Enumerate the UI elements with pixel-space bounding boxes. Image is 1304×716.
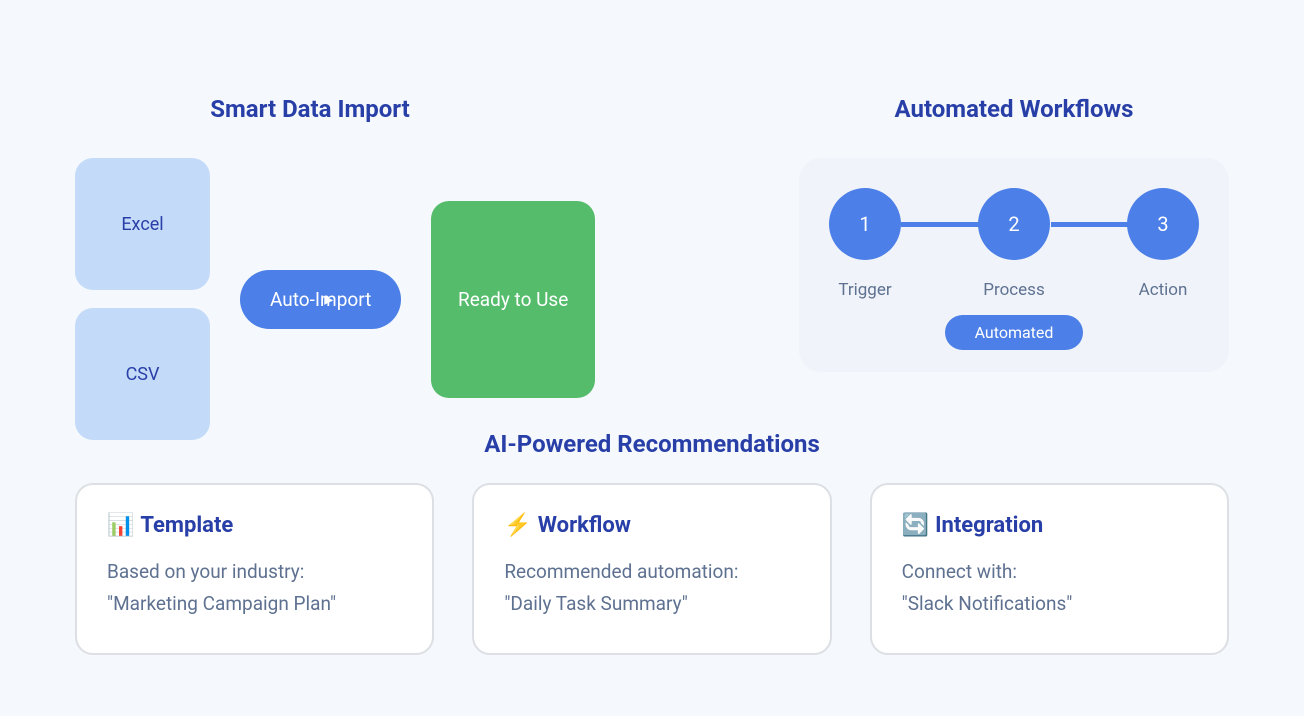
card-title: 🔄 Integration [902,513,1197,538]
card-line1: Connect with: [902,556,1197,588]
card-line2: "Marketing Campaign Plan" [107,588,402,620]
label-process: Process [978,280,1050,300]
automated-workflows-section: Automated Workflows 1 2 3 Trigger Proces… [799,95,1229,440]
step-circle-1: 1 [829,188,901,260]
workflows-title: Automated Workflows [799,95,1229,123]
card-text: Recommended automation: "Daily Task Summ… [504,556,799,621]
chart-icon: 📊 [107,513,134,538]
import-content: Excel CSV Auto-Import ▸ Ready to Use [75,158,595,440]
file-box-csv: CSV [75,308,210,440]
file-box-excel: Excel [75,158,210,290]
automated-badge: Automated [945,315,1084,350]
card-text: Connect with: "Slack Notifications" [902,556,1197,621]
label-action: Action [1127,280,1199,300]
steps-row: 1 2 3 [829,188,1199,260]
workflow-labels-row: Trigger Process Action [829,280,1199,300]
main-container: Smart Data Import Excel CSV Auto-Import … [0,0,1304,716]
automated-badge-wrapper: Automated [829,315,1199,350]
arrow-right-icon: ▸ [324,289,333,310]
lightning-icon: ⚡ [504,513,531,538]
step-circle-3: 3 [1127,188,1199,260]
workflow-box: 1 2 3 Trigger Process Action Automated [799,158,1229,372]
file-boxes: Excel CSV [75,158,210,440]
card-line2: "Daily Task Summary" [504,588,799,620]
top-row: Smart Data Import Excel CSV Auto-Import … [75,0,1229,440]
card-title-text: Integration [935,513,1043,538]
recommendation-card-workflow[interactable]: ⚡ Workflow Recommended automation: "Dail… [472,483,831,655]
card-line1: Based on your industry: [107,556,402,588]
card-line1: Recommended automation: [504,556,799,588]
ai-recommendations-section: AI-Powered Recommendations 📊 Template Ba… [75,430,1229,655]
smart-data-import-section: Smart Data Import Excel CSV Auto-Import … [75,95,595,440]
card-line2: "Slack Notifications" [902,588,1197,620]
auto-import-label: Auto-Import [270,288,371,311]
recommendation-card-template[interactable]: 📊 Template Based on your industry: "Mark… [75,483,434,655]
card-title-text: Template [140,513,233,538]
card-title: ⚡ Workflow [504,513,799,538]
step-circle-2: 2 [978,188,1050,260]
card-title: 📊 Template [107,513,402,538]
recommendation-card-integration[interactable]: 🔄 Integration Connect with: "Slack Notif… [870,483,1229,655]
auto-import-button[interactable]: Auto-Import ▸ [240,270,401,329]
sync-icon: 🔄 [902,513,929,538]
card-text: Based on your industry: "Marketing Campa… [107,556,402,621]
label-trigger: Trigger [829,280,901,300]
ready-to-use-box: Ready to Use [431,201,595,398]
cards-row: 📊 Template Based on your industry: "Mark… [75,483,1229,655]
smart-import-title: Smart Data Import [25,95,595,123]
card-title-text: Workflow [538,513,631,538]
